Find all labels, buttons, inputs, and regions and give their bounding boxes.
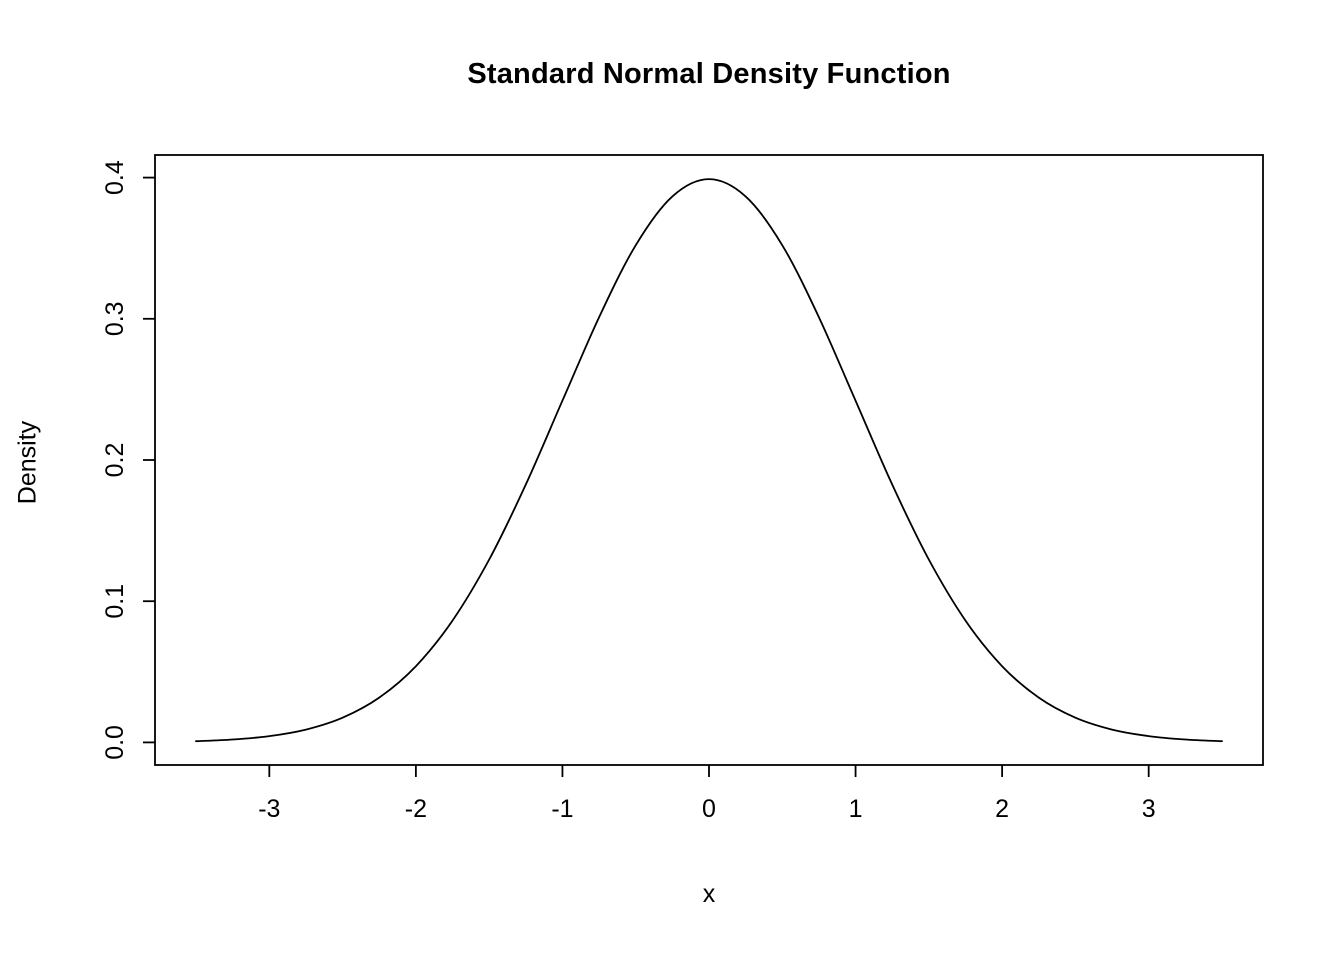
y-axis-tick-label: 0.2 [101,443,129,478]
x-axis-tick-label: 0 [702,795,716,823]
plot-border-box [154,154,1264,766]
x-axis-title: x [702,880,716,908]
x-axis-tick-label: -2 [405,795,427,823]
x-axis-tick-label: 2 [995,795,1009,823]
density-curve [195,178,1223,743]
chart-title: Standard Normal Density Function [467,58,951,90]
x-axis-tick-label: 3 [1142,795,1156,823]
x-axis-tick-label: -3 [258,795,280,823]
y-axis-tick-label: 0.4 [101,160,129,195]
x-axis-tick-label: 1 [849,795,863,823]
x-axis-tick-label: -1 [551,795,573,823]
y-axis-tick-label: 0.3 [101,301,129,336]
y-axis-tick-label: 0.1 [101,584,129,619]
y-axis-title: Density [13,420,42,505]
y-axis-tick-label: 0.0 [101,725,129,760]
